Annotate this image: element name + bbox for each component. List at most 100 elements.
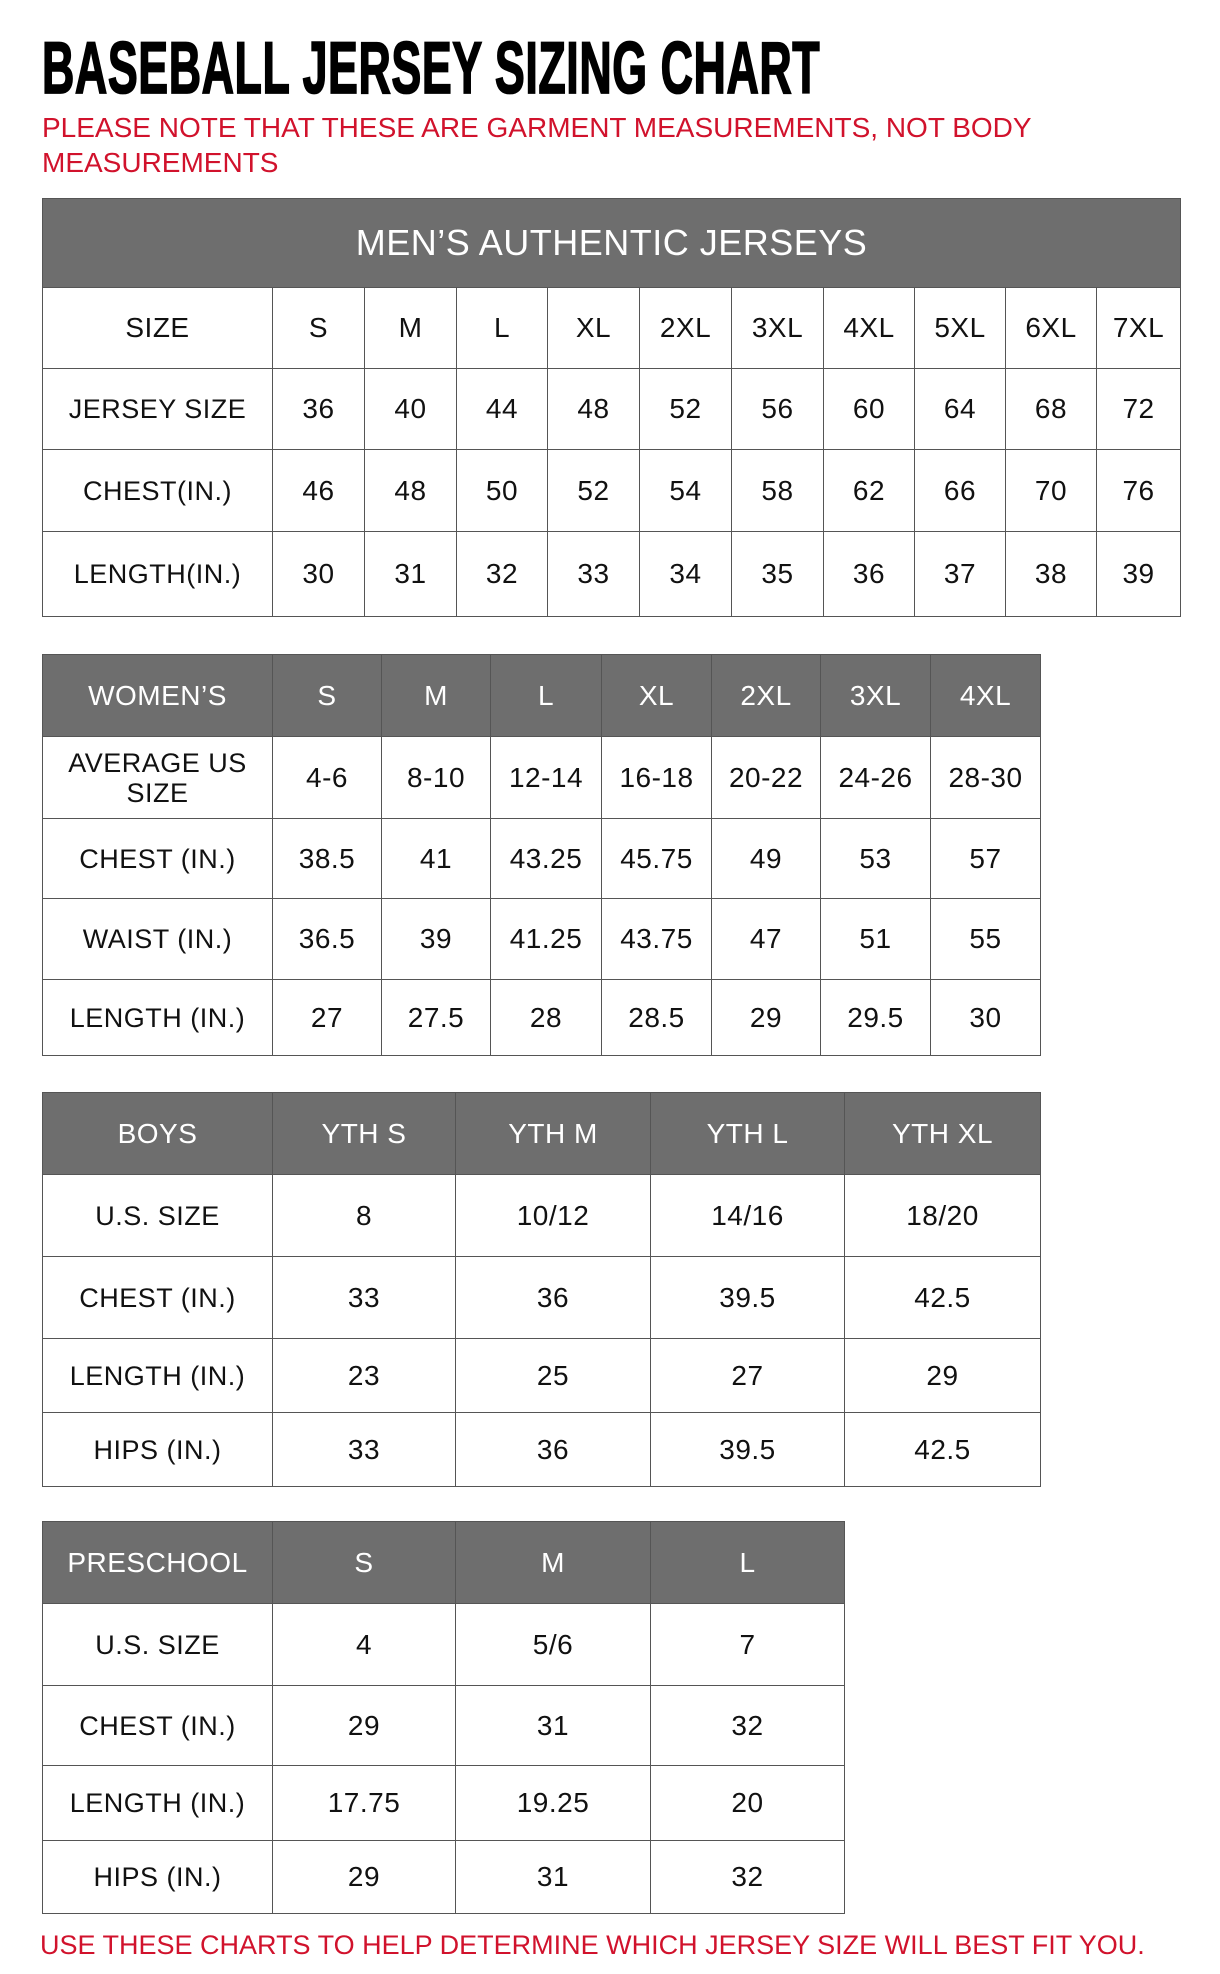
table-cell: 4-6	[272, 736, 382, 819]
column-header: M	[364, 287, 457, 369]
row-label: LENGTH(IN.)	[42, 531, 273, 617]
garment-measurement-note: PLEASE NOTE THAT THESE ARE GARMENT MEASU…	[42, 112, 1032, 178]
table-cell: 29	[272, 1840, 456, 1914]
table-cell: 36	[272, 368, 365, 450]
table-cell: 48	[547, 368, 640, 450]
row-label: CHEST (IN.)	[42, 1685, 273, 1766]
column-header: L	[650, 1521, 845, 1604]
footer-note: USE THESE CHARTS TO HELP DETERMINE WHICH…	[40, 1930, 1145, 1960]
table-cell: 56	[731, 368, 824, 450]
row-label: HIPS (IN.)	[42, 1412, 273, 1487]
table-cell: 33	[272, 1256, 456, 1339]
table-cell: 39.5	[650, 1412, 845, 1487]
table-row: CHEST (IN.) 38.5 41 43.25 45.75 49 53 57	[42, 818, 1041, 899]
table-cell: 72	[1095, 368, 1182, 450]
table-cell: 45.75	[601, 818, 712, 899]
table-header-row: WOMEN’S S M L XL 2XL 3XL 4XL	[42, 654, 1041, 737]
column-header: WOMEN’S	[42, 654, 273, 737]
table-row: HIPS (IN.) 29 31 32	[42, 1840, 845, 1914]
table-header-row: BOYS YTH S YTH M YTH L YTH XL	[42, 1092, 1041, 1175]
table-cell: 52	[547, 449, 640, 532]
row-label: LENGTH (IN.)	[42, 979, 273, 1056]
column-header: 3XL	[731, 287, 824, 369]
table-cell: 48	[364, 449, 457, 532]
table-row: LENGTH(IN.) 30 31 32 33 34 35 36 37 38 39	[42, 531, 1182, 617]
table-cell: 33	[272, 1412, 456, 1487]
table-row: LENGTH (IN.) 23 25 27 29	[42, 1338, 1041, 1413]
column-header: 4XL	[823, 287, 915, 369]
table-cell: 27	[272, 979, 382, 1056]
row-label: HIPS (IN.)	[42, 1840, 273, 1914]
table-cell: 7	[650, 1603, 845, 1686]
row-label: WAIST (IN.)	[42, 898, 273, 980]
womens-size-table: WOMEN’S S M L XL 2XL 3XL 4XL AVERAGE US SIZE 4-6 8…	[42, 654, 1041, 1056]
table-cell: 32	[456, 531, 548, 617]
table-cell: 51	[820, 898, 931, 980]
table-cell: 8-10	[381, 736, 491, 819]
table-cell: 20	[650, 1765, 845, 1841]
table-cell: 10/12	[455, 1174, 651, 1257]
table-cell: 40	[364, 368, 457, 450]
table-cell: 36	[823, 531, 915, 617]
table-cell: 32	[650, 1840, 845, 1914]
table-cell: 4	[272, 1603, 456, 1686]
table-cell: 28.5	[601, 979, 712, 1056]
table-cell: 33	[547, 531, 640, 617]
table-cell: 38.5	[272, 818, 382, 899]
table-cell: 29	[711, 979, 821, 1056]
table-row: HIPS (IN.) 33 36 39.5 42.5	[42, 1412, 1041, 1487]
table-cell: 52	[639, 368, 732, 450]
table-cell: 62	[823, 449, 915, 532]
table-row: LENGTH (IN.) 17.75 19.25 20	[42, 1765, 845, 1841]
table-cell: 70	[1005, 449, 1097, 532]
column-header: SIZE	[42, 287, 273, 369]
table-cell: 58	[731, 449, 824, 532]
table-cell: 30	[272, 531, 365, 617]
table-cell: 43.25	[490, 818, 602, 899]
table-cell: 27.5	[381, 979, 491, 1056]
table-cell: 47	[711, 898, 821, 980]
column-header: M	[381, 654, 491, 737]
row-label: LENGTH (IN.)	[42, 1765, 273, 1841]
table-cell: 29	[844, 1338, 1041, 1413]
table-cell: 23	[272, 1338, 456, 1413]
table-title-band: MEN’S AUTHENTIC JERSEYS	[41, 198, 1182, 288]
column-header: L	[456, 287, 548, 369]
table-row: U.S. SIZE 4 5/6 7	[42, 1603, 845, 1686]
column-header: S	[272, 654, 382, 737]
table-cell: 37	[914, 531, 1006, 617]
column-header: S	[272, 287, 365, 369]
table-cell: 36.5	[272, 898, 382, 980]
column-header: YTH S	[272, 1092, 456, 1175]
table-row: JERSEY SIZE 36 40 44 48 52 56 60 64 68 72	[42, 368, 1182, 450]
row-label: U.S. SIZE	[42, 1603, 273, 1686]
table-cell: 36	[455, 1256, 651, 1339]
mens-size-table: MEN’S AUTHENTIC JERSEYS SIZE S M L XL 2XL 3XL 4X…	[41, 198, 1182, 617]
table-cell: 20-22	[711, 736, 821, 819]
table-cell: 46	[272, 449, 365, 532]
row-label: CHEST (IN.)	[42, 1256, 273, 1339]
table-cell: 29	[272, 1685, 456, 1766]
table-row: LENGTH (IN.) 27 27.5 28 28.5 29 29.5 30	[42, 979, 1041, 1056]
row-label: AVERAGE US SIZE	[42, 736, 273, 819]
table-cell: 66	[914, 449, 1006, 532]
table-cell: 27	[650, 1338, 845, 1413]
table-cell: 68	[1005, 368, 1097, 450]
preschool-size-table: PRESCHOOL S M L U.S. SIZE 4 5/6 7 CHEST (IN.) 29 3…	[42, 1521, 845, 1914]
table-cell: 42.5	[844, 1412, 1041, 1487]
table-cell: 38	[1005, 531, 1097, 617]
table-header-row: PRESCHOOL S M L	[42, 1521, 845, 1604]
column-header: 6XL	[1005, 287, 1097, 369]
table-cell: 8	[272, 1174, 456, 1257]
row-label: LENGTH (IN.)	[42, 1338, 273, 1413]
table-cell: 14/16	[650, 1174, 845, 1257]
table-cell: 43.75	[601, 898, 712, 980]
table-row: CHEST (IN.) 33 36 39.5 42.5	[42, 1256, 1041, 1339]
page-title: BASEBALL JERSEY SIZING CHART	[41, 26, 821, 110]
column-header: 2XL	[711, 654, 821, 737]
row-label: JERSEY SIZE	[42, 368, 273, 450]
column-header: XL	[547, 287, 640, 369]
table-cell: 32	[650, 1685, 845, 1766]
column-header: 7XL	[1095, 287, 1182, 369]
column-header: YTH L	[650, 1092, 845, 1175]
